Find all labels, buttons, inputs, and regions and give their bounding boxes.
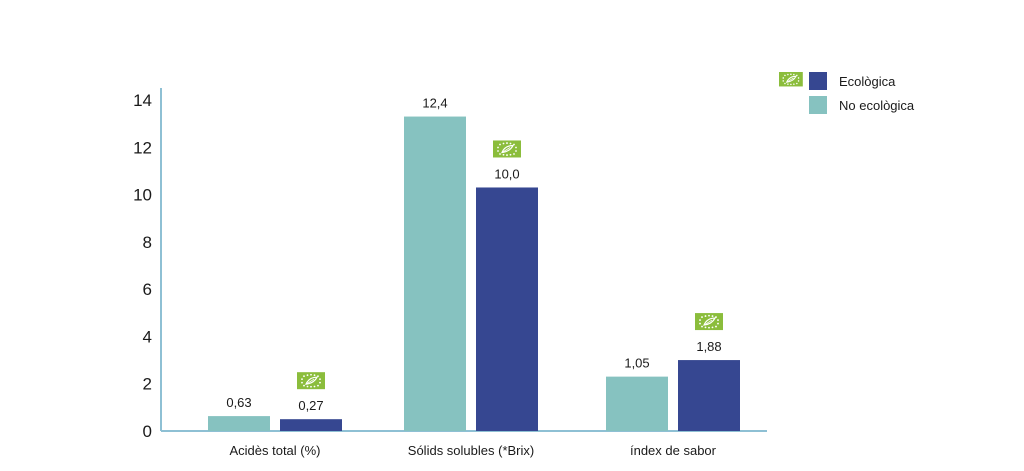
data-label: 0,63: [226, 395, 251, 410]
y-tick-label: 14: [133, 91, 152, 110]
y-tick-label: 8: [143, 233, 152, 252]
x-category-label: Acidès total (%): [229, 443, 320, 458]
data-label: 10,0: [494, 166, 519, 181]
bars: [208, 116, 740, 432]
y-tick-label: 6: [143, 280, 152, 299]
category-labels: Acidès total (%) Sólids solubles (*Brix) í…: [229, 443, 716, 458]
data-label: 0,27: [298, 398, 323, 413]
data-label: 1,05: [624, 356, 649, 371]
bar: [606, 376, 668, 431]
y-tick-label: 2: [143, 375, 152, 394]
x-category-label: Sólids solubles (*Brix): [408, 443, 534, 458]
y-tick-label: 4: [143, 327, 152, 346]
value-labels: 0,63 0,27 12,4 10,0 1,05 1,88: [226, 96, 721, 414]
bar: [208, 416, 270, 431]
bar: [678, 360, 740, 431]
legend: Ecològica No ecològica: [778, 71, 915, 114]
legend-organic-badge-icon: [778, 71, 804, 87]
y-tick-label: 10: [133, 186, 152, 205]
eu-organic-leaf-icon: [492, 139, 522, 159]
legend-label-no-ecologica: No ecològica: [839, 98, 915, 113]
x-category-label: índex de sabor: [630, 443, 717, 458]
legend-swatch-ecologica: [809, 72, 827, 90]
bar: [404, 116, 466, 432]
y-tick-label: 0: [143, 422, 152, 441]
y-axis-ticks: 0 2 4 6 8 10 12 14: [133, 91, 152, 441]
eu-organic-leaf-icon: [296, 371, 326, 390]
bar: [476, 187, 538, 431]
data-label: 12,4: [422, 96, 447, 111]
legend-swatch-no-ecologica: [809, 96, 827, 114]
bar: [280, 419, 342, 431]
y-tick-label: 12: [133, 138, 152, 157]
data-label: 1,88: [696, 339, 721, 354]
legend-label-ecologica: Ecològica: [839, 74, 896, 89]
eu-organic-leaf-icon: [694, 312, 724, 331]
